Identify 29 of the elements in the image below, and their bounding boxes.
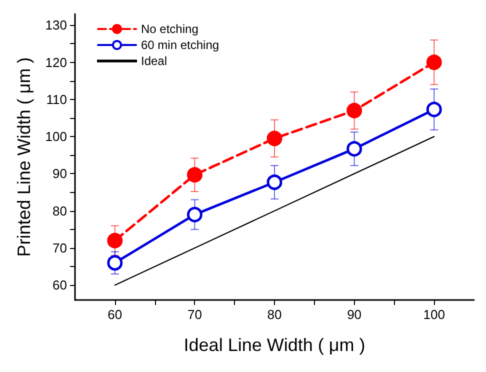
y-tick-label: 130 xyxy=(45,18,67,33)
x-tick-label: 70 xyxy=(187,307,202,322)
line-series xyxy=(114,136,435,286)
x-tick-label: 80 xyxy=(267,307,282,322)
x-tick-label: 90 xyxy=(347,307,362,322)
y-tick-label: 80 xyxy=(52,203,67,218)
point xyxy=(346,141,362,157)
legend-label: Ideal xyxy=(141,54,168,68)
point xyxy=(107,255,123,271)
legend-label: 60 min etching xyxy=(141,38,220,52)
point xyxy=(346,102,362,118)
point xyxy=(426,54,442,70)
point xyxy=(266,174,282,190)
y-tick-label: 110 xyxy=(46,92,67,107)
x-tick-label: 60 xyxy=(108,307,122,322)
point xyxy=(186,167,202,183)
y-tick-label: 90 xyxy=(52,166,67,182)
x-axis-title: Ideal Line Width ( μm ) xyxy=(184,335,366,355)
legend-label: No etching xyxy=(141,22,198,36)
x-tick-label: 100 xyxy=(423,307,445,322)
point xyxy=(186,206,202,222)
point xyxy=(107,232,123,248)
y-tick-label: 100 xyxy=(45,129,67,144)
point xyxy=(266,130,282,146)
y-axis-title: Printed Line Width ( μm ) xyxy=(14,57,34,257)
y-tick-label: 60 xyxy=(52,278,67,293)
point xyxy=(426,102,442,118)
y-tick-label: 120 xyxy=(45,54,67,70)
y-tick-label: 70 xyxy=(52,240,67,256)
